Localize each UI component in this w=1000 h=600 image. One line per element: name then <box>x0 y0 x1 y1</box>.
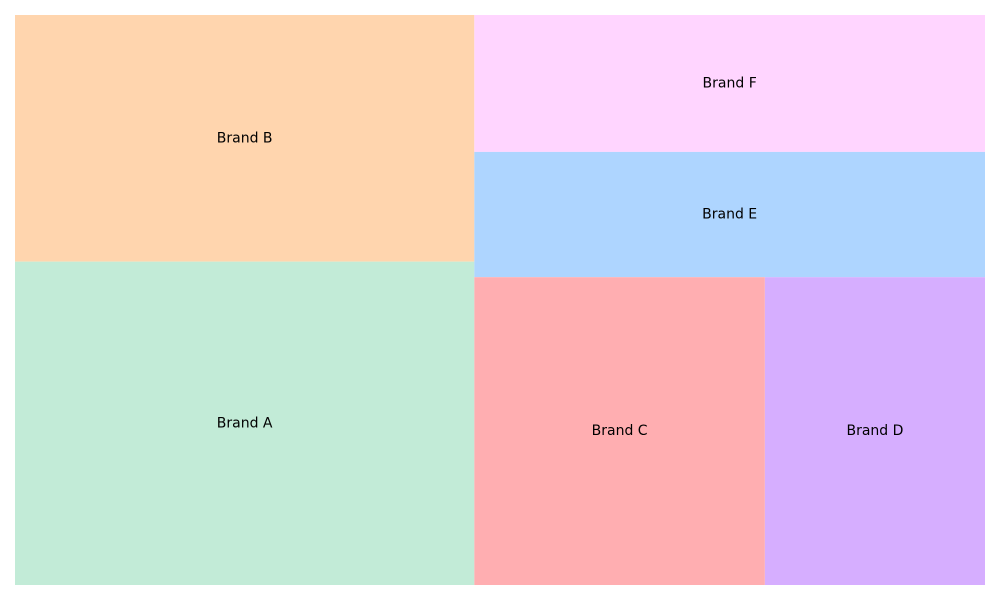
treemap-label-brand-a: Brand A <box>217 415 273 431</box>
treemap-label-brand-f: Brand F <box>703 75 757 91</box>
treemap-label-brand-e: Brand E <box>702 207 757 223</box>
treemap-label-brand-b: Brand B <box>217 130 273 146</box>
treemap-cell-brand-d <box>764 277 985 585</box>
treemap-label-brand-c: Brand C <box>592 423 648 439</box>
treemap-label-brand-d: Brand D <box>846 423 903 439</box>
treemap-cell-brand-c <box>474 277 765 585</box>
treemap-cells <box>15 15 985 585</box>
treemap-cell-brand-f <box>474 15 985 152</box>
treemap-labels: Brand B Brand A Brand F Brand E Brand C Brand… <box>217 75 904 439</box>
treemap-cell-brand-b <box>15 15 475 262</box>
treemap-cell-brand-e <box>474 151 985 278</box>
treemap-cell-brand-a <box>15 261 475 585</box>
